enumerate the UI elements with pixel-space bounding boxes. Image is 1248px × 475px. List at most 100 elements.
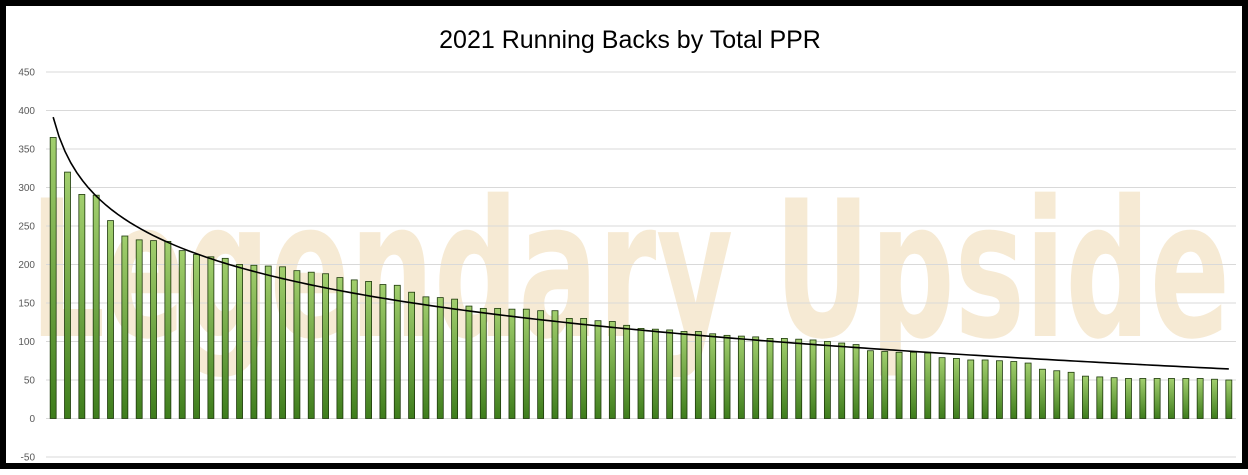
y-tick-label: 100 — [18, 337, 35, 348]
bar — [422, 296, 430, 419]
bar — [78, 194, 86, 419]
bar — [207, 256, 215, 419]
bar — [537, 310, 545, 419]
bar — [594, 320, 602, 419]
bar — [680, 331, 688, 419]
bar — [522, 308, 530, 419]
bar — [608, 321, 616, 419]
bar — [623, 324, 631, 419]
y-tick-label: 400 — [18, 106, 35, 117]
bar — [967, 359, 975, 419]
bar — [408, 291, 416, 419]
bar — [350, 279, 358, 419]
bar — [322, 273, 329, 419]
bar — [709, 333, 717, 419]
bar — [1196, 378, 1204, 419]
bar — [580, 317, 588, 419]
y-tick-label: 150 — [18, 299, 35, 310]
bar — [996, 360, 1003, 419]
bar — [1211, 378, 1218, 419]
bar — [379, 284, 387, 419]
bar — [1225, 379, 1233, 419]
bar — [1010, 361, 1018, 419]
bar — [107, 220, 114, 419]
bar — [938, 357, 946, 419]
bar — [1182, 378, 1190, 419]
bar — [1096, 376, 1104, 419]
bar — [809, 339, 817, 419]
bar — [264, 265, 272, 419]
bar — [953, 358, 960, 419]
bar — [193, 254, 200, 419]
bar — [494, 307, 502, 419]
bar — [867, 350, 874, 419]
y-tick-label: 450 — [18, 68, 35, 79]
bar — [293, 270, 301, 419]
bar — [64, 171, 71, 419]
bar — [465, 305, 473, 419]
bar — [135, 239, 143, 419]
bar — [838, 342, 846, 419]
bar — [694, 331, 702, 419]
bar — [981, 359, 989, 419]
y-tick-label: 350 — [18, 145, 35, 156]
bar — [723, 334, 731, 419]
bar — [1110, 377, 1118, 419]
bar — [508, 308, 516, 419]
bar — [479, 307, 487, 419]
bar — [766, 338, 774, 419]
bar — [1039, 368, 1046, 419]
chart-svg: Legendary Upside 45040035030025020015010… — [18, 26, 1236, 464]
bar — [365, 281, 372, 419]
bar-series — [49, 137, 1233, 419]
bar — [164, 240, 172, 419]
bar — [92, 194, 100, 419]
bar — [752, 336, 760, 419]
bar — [1125, 378, 1132, 419]
bar — [795, 338, 803, 419]
bar — [221, 257, 229, 419]
bar — [236, 264, 243, 419]
bar — [1139, 378, 1147, 419]
bar — [780, 338, 788, 419]
bar — [393, 284, 401, 419]
bar — [823, 341, 831, 419]
bar — [250, 264, 258, 419]
bar — [565, 317, 573, 419]
y-tick-label: 200 — [18, 260, 35, 271]
bar — [336, 277, 344, 419]
y-tick-label: 0 — [29, 414, 35, 425]
bar — [637, 328, 645, 419]
bar — [451, 298, 459, 419]
y-tick-label: 250 — [18, 222, 35, 233]
chart-title: 2021 Running Backs by Total PPR — [439, 26, 821, 54]
y-axis: 450 400 350 300 250 200 150 100 50 0 -50 — [18, 68, 35, 464]
bar — [49, 137, 57, 419]
bar — [910, 351, 917, 419]
bar — [1024, 362, 1032, 419]
bar — [1153, 378, 1161, 419]
bar — [279, 266, 286, 419]
y-tick-label: 300 — [18, 183, 35, 194]
trendline — [52, 116, 1229, 370]
bar — [1082, 375, 1089, 419]
bar — [1168, 378, 1175, 419]
bar — [852, 344, 860, 419]
bar — [924, 352, 932, 419]
bar — [651, 328, 659, 419]
bar — [121, 235, 129, 419]
bar — [178, 250, 186, 419]
bar — [895, 351, 903, 419]
bar — [551, 310, 559, 419]
bar — [150, 240, 157, 419]
bar — [1067, 371, 1075, 419]
bar — [1053, 370, 1061, 419]
bar — [307, 271, 315, 419]
bar — [881, 351, 889, 419]
y-tick-label: -50 — [21, 453, 36, 464]
bar — [737, 335, 745, 419]
y-tick-label: 50 — [24, 376, 36, 387]
bar — [436, 297, 444, 419]
bar — [666, 329, 674, 419]
